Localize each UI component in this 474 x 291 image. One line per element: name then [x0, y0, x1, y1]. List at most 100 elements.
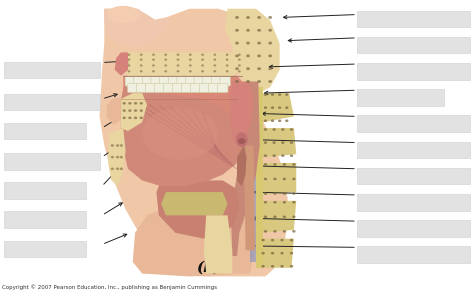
Ellipse shape — [164, 54, 167, 56]
Ellipse shape — [213, 54, 216, 56]
Ellipse shape — [116, 168, 119, 170]
Polygon shape — [123, 52, 242, 76]
FancyBboxPatch shape — [357, 63, 470, 79]
Polygon shape — [107, 99, 126, 125]
FancyBboxPatch shape — [357, 115, 470, 132]
Ellipse shape — [128, 64, 130, 67]
Polygon shape — [161, 192, 228, 215]
Ellipse shape — [226, 58, 228, 61]
Ellipse shape — [268, 29, 272, 32]
FancyBboxPatch shape — [357, 220, 470, 237]
FancyBboxPatch shape — [4, 153, 100, 170]
Ellipse shape — [264, 93, 267, 96]
Ellipse shape — [268, 80, 272, 83]
Ellipse shape — [280, 239, 283, 242]
Polygon shape — [231, 81, 260, 256]
Polygon shape — [263, 128, 296, 157]
Ellipse shape — [128, 58, 130, 61]
FancyBboxPatch shape — [128, 84, 138, 93]
Ellipse shape — [246, 16, 250, 19]
FancyBboxPatch shape — [164, 84, 174, 93]
Ellipse shape — [264, 178, 267, 180]
Ellipse shape — [264, 107, 267, 109]
Ellipse shape — [246, 54, 250, 57]
Ellipse shape — [290, 141, 293, 144]
FancyBboxPatch shape — [357, 168, 470, 184]
Ellipse shape — [128, 116, 131, 119]
Ellipse shape — [177, 54, 180, 56]
Ellipse shape — [264, 215, 267, 218]
Ellipse shape — [128, 102, 131, 105]
Ellipse shape — [134, 116, 137, 119]
FancyBboxPatch shape — [173, 84, 183, 93]
Ellipse shape — [238, 64, 241, 67]
Ellipse shape — [110, 156, 114, 158]
Polygon shape — [244, 146, 255, 250]
FancyBboxPatch shape — [182, 84, 192, 93]
Ellipse shape — [257, 67, 261, 70]
Ellipse shape — [268, 54, 272, 57]
Ellipse shape — [246, 67, 250, 70]
Polygon shape — [204, 215, 232, 274]
Ellipse shape — [139, 116, 143, 119]
Ellipse shape — [152, 58, 155, 61]
Ellipse shape — [128, 109, 131, 112]
Ellipse shape — [139, 109, 143, 112]
Ellipse shape — [110, 168, 114, 170]
Ellipse shape — [116, 144, 119, 147]
Ellipse shape — [292, 178, 296, 180]
Ellipse shape — [246, 29, 250, 32]
Polygon shape — [133, 210, 254, 276]
Ellipse shape — [292, 201, 296, 204]
Ellipse shape — [122, 109, 126, 112]
Polygon shape — [261, 201, 296, 233]
Ellipse shape — [264, 154, 267, 157]
Ellipse shape — [177, 58, 180, 61]
Ellipse shape — [119, 144, 123, 147]
Ellipse shape — [264, 163, 267, 166]
Ellipse shape — [152, 54, 155, 56]
Ellipse shape — [268, 16, 272, 19]
Ellipse shape — [152, 64, 155, 67]
Ellipse shape — [238, 70, 241, 72]
Ellipse shape — [264, 141, 267, 144]
Ellipse shape — [264, 230, 267, 233]
Ellipse shape — [128, 70, 130, 72]
Ellipse shape — [273, 201, 277, 204]
FancyBboxPatch shape — [177, 76, 187, 86]
Ellipse shape — [140, 58, 143, 61]
Ellipse shape — [290, 154, 293, 157]
FancyBboxPatch shape — [155, 84, 165, 93]
Polygon shape — [100, 9, 289, 276]
Ellipse shape — [273, 215, 277, 218]
Polygon shape — [121, 81, 242, 186]
Ellipse shape — [271, 265, 274, 268]
Polygon shape — [104, 9, 171, 47]
FancyBboxPatch shape — [160, 76, 170, 86]
Ellipse shape — [189, 54, 191, 56]
Ellipse shape — [226, 64, 228, 67]
Ellipse shape — [116, 55, 128, 73]
Ellipse shape — [278, 107, 281, 109]
Ellipse shape — [257, 54, 261, 57]
Ellipse shape — [285, 107, 288, 109]
Ellipse shape — [262, 265, 264, 268]
Ellipse shape — [119, 168, 123, 170]
Ellipse shape — [122, 116, 126, 119]
FancyBboxPatch shape — [142, 76, 153, 86]
Ellipse shape — [213, 58, 216, 61]
Polygon shape — [237, 146, 246, 186]
Ellipse shape — [235, 54, 239, 57]
Ellipse shape — [201, 70, 204, 72]
Ellipse shape — [290, 265, 293, 268]
Text: (b): (b) — [196, 261, 221, 275]
Ellipse shape — [235, 29, 239, 32]
FancyBboxPatch shape — [4, 61, 100, 78]
Ellipse shape — [271, 239, 274, 242]
Ellipse shape — [285, 120, 288, 122]
Ellipse shape — [292, 192, 296, 195]
Ellipse shape — [264, 192, 267, 195]
Ellipse shape — [140, 70, 143, 72]
Ellipse shape — [280, 252, 283, 254]
Ellipse shape — [257, 80, 261, 83]
